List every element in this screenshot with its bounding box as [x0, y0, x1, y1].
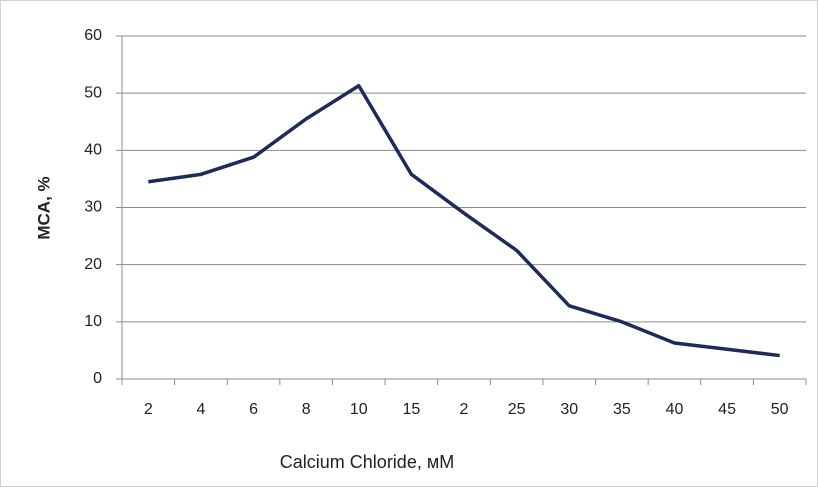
- y-tick-label: 10: [84, 313, 102, 330]
- y-tick-label: 60: [84, 27, 102, 44]
- y-tick-label: 30: [84, 199, 102, 216]
- x-tick-label: 15: [402, 401, 420, 418]
- x-tick-label: 10: [350, 401, 368, 418]
- y-tick-label: 50: [84, 84, 102, 101]
- x-tick-label: 8: [302, 401, 311, 418]
- y-tick-label: 0: [93, 370, 102, 387]
- x-tick-label: 30: [560, 401, 578, 418]
- y-axis-label: MCA, %: [34, 176, 53, 239]
- y-tick-label: 40: [84, 142, 102, 159]
- data-line: [148, 83, 780, 358]
- x-tick-label: 35: [613, 401, 631, 418]
- x-tick-label: 2: [144, 401, 153, 418]
- x-tick-label: 50: [771, 401, 789, 418]
- x-tick-label: 25: [508, 401, 526, 418]
- x-tick-label: 6: [249, 401, 258, 418]
- x-tick-label: 4: [196, 401, 205, 418]
- y-tick-label: 20: [84, 256, 102, 273]
- x-tick-label: 40: [666, 401, 684, 418]
- x-axis-label: Calcium Chloride, мМ: [280, 452, 454, 472]
- x-tick-label: 45: [718, 401, 736, 418]
- x-tick-label: 2: [460, 401, 469, 418]
